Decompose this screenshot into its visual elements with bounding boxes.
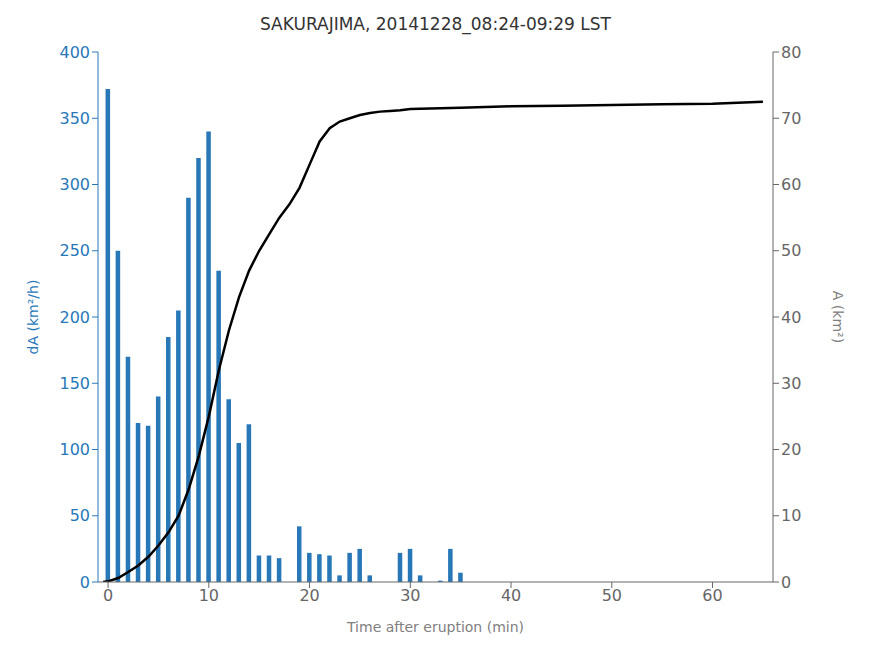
svg-text:20: 20 [299,586,319,605]
svg-text:50: 50 [602,586,622,605]
svg-text:60: 60 [781,175,801,194]
svg-text:0: 0 [80,573,90,592]
svg-text:0: 0 [781,573,791,592]
svg-text:300: 300 [59,175,90,194]
svg-text:200: 200 [59,308,90,327]
svg-text:250: 250 [59,241,90,260]
svg-text:30: 30 [400,586,420,605]
svg-text:dA (km²/h): dA (km²/h) [25,280,41,355]
svg-text:70: 70 [781,109,801,128]
svg-text:A (km²): A (km²) [830,291,846,343]
svg-text:350: 350 [59,109,90,128]
html-text:SAKURAJIMA, 20141228_08:24-09:: SAKURAJIMA, 20141228_08:24-09:29 LST [260,14,611,34]
svg-text:20: 20 [781,440,801,459]
svg-text:Time after eruption (min): Time after eruption (min) [346,619,524,635]
svg-text:400: 400 [59,43,90,62]
svg-text:80: 80 [781,43,801,62]
svg-text:10: 10 [199,586,219,605]
svg-text:40: 40 [501,586,521,605]
svg-text:150: 150 [59,374,90,393]
svg-text:50: 50 [70,506,90,525]
svg-text:30: 30 [781,374,801,393]
svg-text:0: 0 [103,586,113,605]
svg-text:40: 40 [781,308,801,327]
svg-text:100: 100 [59,440,90,459]
svg-text:10: 10 [781,506,801,525]
svg-text:50: 50 [781,241,801,260]
svg-text:60: 60 [702,586,722,605]
